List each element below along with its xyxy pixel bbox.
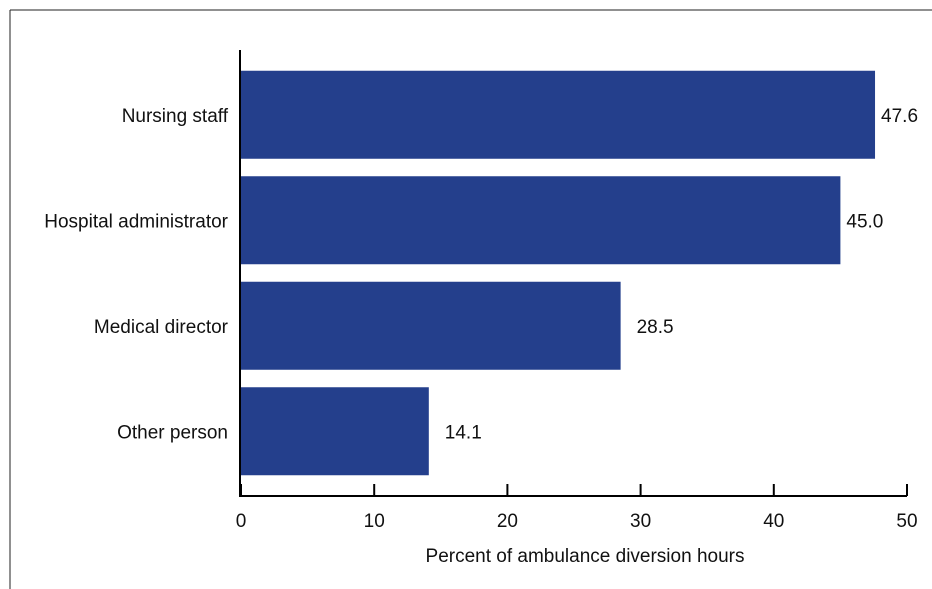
bar-2 [241, 281, 621, 370]
x-tick-label-1: 10 [364, 511, 385, 532]
x-tick-label-0: 0 [236, 511, 247, 532]
value-label-2: 28.5 [637, 317, 674, 338]
value-label-1: 45.0 [846, 211, 883, 232]
x-tick-label-4: 40 [763, 511, 784, 532]
category-label-2: Medical director [94, 317, 229, 338]
category-labels-group: Nursing staff Hospital administrator Medic… [44, 106, 228, 444]
value-labels-group: 47.6 45.0 28.5 14.1 [445, 106, 918, 444]
value-label-0: 47.6 [881, 106, 918, 127]
category-label-1: Hospital administrator [44, 211, 228, 232]
bar-1 [241, 176, 841, 265]
bar-0 [241, 70, 876, 159]
x-ticks-group: 0 10 20 30 40 50 [236, 484, 918, 532]
bar-3 [241, 387, 429, 476]
value-label-3: 14.1 [445, 422, 482, 443]
bars-group [241, 70, 876, 476]
x-axis-title: Percent of ambulance diversion hours [426, 546, 745, 567]
category-label-0: Nursing staff [122, 106, 229, 127]
x-tick-label-3: 30 [630, 511, 651, 532]
x-tick-label-5: 50 [896, 511, 917, 532]
x-tick-label-2: 20 [497, 511, 518, 532]
category-label-3: Other person [117, 422, 228, 443]
